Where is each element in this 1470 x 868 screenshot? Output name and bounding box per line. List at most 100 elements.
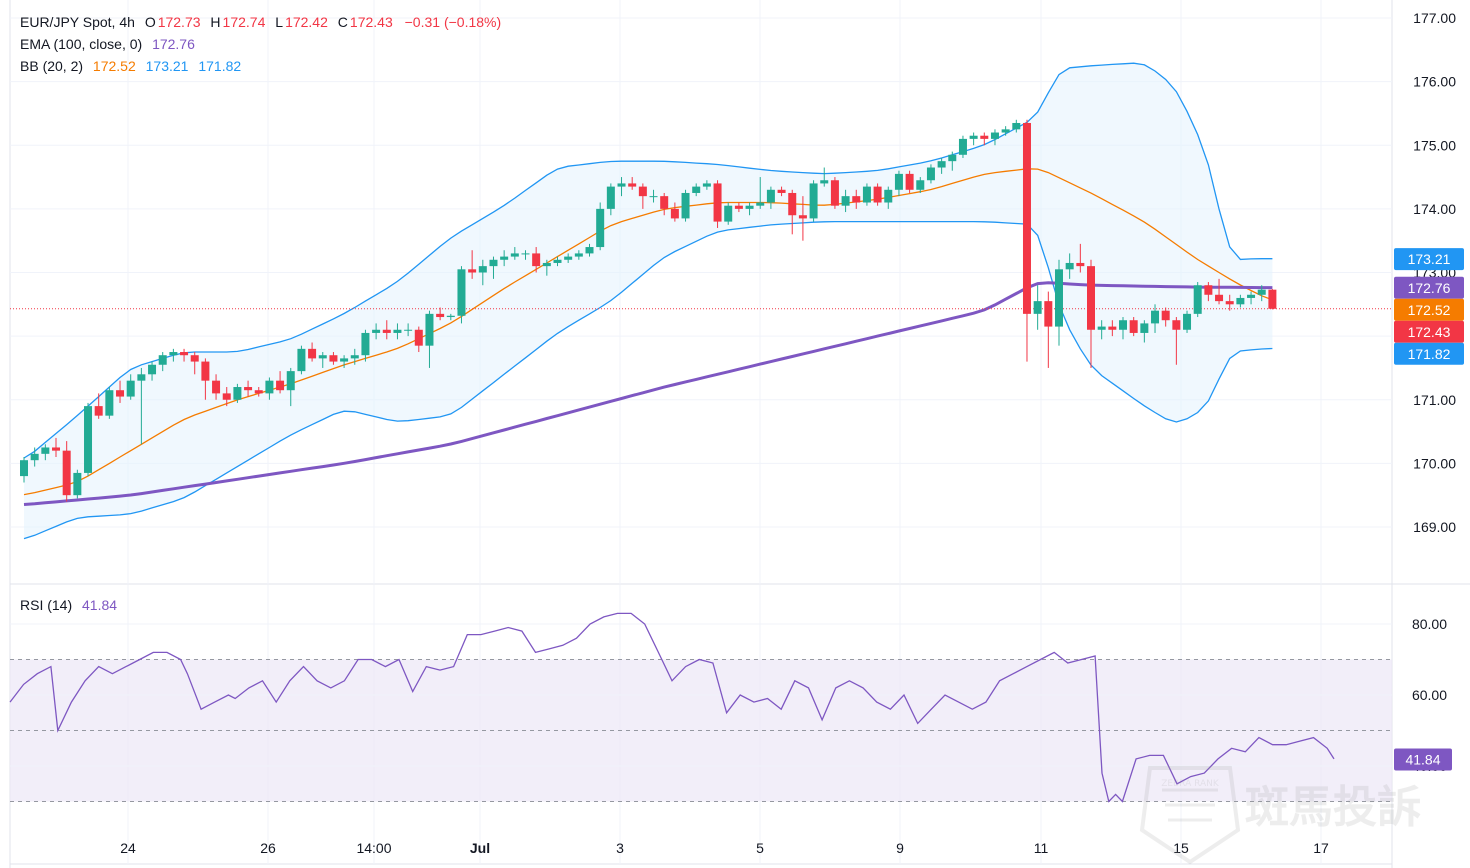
candle-body <box>436 313 445 318</box>
candle-body <box>553 259 562 263</box>
time-tick-label: 26 <box>260 840 276 856</box>
candle-body <box>948 154 957 162</box>
time-tick-label: Jul <box>470 840 490 856</box>
candle-body <box>201 361 210 381</box>
candle <box>788 189 797 235</box>
candle <box>297 345 306 375</box>
candle <box>276 371 285 394</box>
watermark-text: 斑馬投訴 <box>1245 782 1421 833</box>
bb-basis-value: 172.52 <box>92 58 136 74</box>
candle <box>638 183 647 209</box>
candle-body <box>1054 269 1063 327</box>
bb-upper-line <box>23 62 1273 459</box>
candle <box>734 202 743 213</box>
candle-body <box>681 192 690 219</box>
symbol-label[interactable]: EUR/JPY Spot, 4h <box>20 14 135 30</box>
candle <box>809 180 818 222</box>
candle <box>382 320 391 340</box>
price-badge-bb_lower: 171.82 <box>1394 342 1464 365</box>
candle-body <box>830 180 839 206</box>
bb-lower-value: 171.82 <box>198 58 242 74</box>
candle <box>361 329 370 362</box>
candle <box>1236 294 1245 308</box>
candle-body <box>222 393 231 400</box>
candle <box>628 177 637 190</box>
ema-legend[interactable]: EMA (100, close, 0) 172.76 <box>20 36 197 53</box>
candle-body <box>254 390 263 394</box>
bb-legend[interactable]: BB (20, 2) 172.52 173.21 171.82 <box>20 58 243 75</box>
rsi-legend[interactable]: RSI (14) 41.84 <box>20 597 119 614</box>
candle <box>1172 317 1181 365</box>
candle <box>585 243 594 257</box>
candle <box>233 383 242 403</box>
candle <box>94 393 103 419</box>
candle <box>478 259 487 286</box>
time-tick-label: 14:00 <box>356 840 391 856</box>
candle <box>158 352 167 372</box>
candle-body <box>745 205 754 209</box>
price-tick-label: 170.00 <box>1413 455 1456 471</box>
candle <box>777 186 786 197</box>
candle-body <box>1183 313 1192 330</box>
rsi-tick-label: 60.00 <box>1412 687 1447 703</box>
candle-body <box>852 196 861 203</box>
price-axis[interactable]: 169.00170.00171.00172.00173.00174.00175.… <box>1413 10 1456 535</box>
price-badge-bg <box>1394 342 1464 365</box>
rsi-value-badge: 41.84 <box>1394 748 1452 771</box>
candle-body <box>148 364 157 375</box>
rsi-tick-label: 80.00 <box>1412 616 1447 632</box>
candle-body <box>265 380 274 394</box>
price-badge-ema: 172.76 <box>1394 276 1464 299</box>
candle <box>489 256 498 279</box>
candle <box>724 202 733 225</box>
bb-fill <box>24 63 1273 539</box>
low-label: L <box>275 14 284 30</box>
candle-body <box>788 192 797 216</box>
candlestick-series <box>20 119 1277 502</box>
bollinger-bands <box>23 62 1273 540</box>
candle <box>41 444 50 461</box>
candle-body <box>62 450 71 496</box>
high-label: H <box>210 14 221 30</box>
time-tick-label: 9 <box>896 840 904 856</box>
candle-body <box>628 183 637 187</box>
candle <box>1225 294 1234 311</box>
time-tick-label: 15 <box>1173 840 1189 856</box>
candle <box>1151 304 1160 333</box>
candle-body <box>478 266 487 273</box>
candle <box>308 342 317 362</box>
candle <box>521 250 530 260</box>
candle <box>980 132 989 146</box>
watermark: ZEBRA RANK 斑馬投訴 <box>1139 766 1421 865</box>
candle-body <box>84 406 93 473</box>
candle <box>1268 289 1277 310</box>
candle <box>1065 253 1074 279</box>
candle-body <box>340 358 349 362</box>
candle-body <box>244 387 253 391</box>
candle-body <box>756 202 765 206</box>
price-badge-bg <box>1394 320 1464 343</box>
candle-body <box>649 196 658 198</box>
candle-body <box>670 208 679 219</box>
candle-body <box>692 186 701 193</box>
candle-body <box>1215 294 1224 302</box>
time-tick-label: 24 <box>120 840 136 856</box>
candle-body <box>617 183 626 187</box>
candle-body <box>574 253 583 257</box>
candle-body <box>468 269 477 273</box>
candle <box>254 387 263 397</box>
candle <box>884 186 893 209</box>
candle <box>73 469 82 499</box>
candle <box>1119 317 1128 340</box>
candle <box>553 256 562 267</box>
candle <box>990 129 999 146</box>
time-axis[interactable]: 24 26 14:00 Jul 3 5 9 11 15 17 <box>120 840 1329 856</box>
candle-body <box>1033 301 1042 314</box>
candle <box>265 377 274 400</box>
price-badge-label: 171.82 <box>1408 346 1451 362</box>
watermark-shield-icon: ZEBRA RANK <box>1139 766 1241 865</box>
candle <box>798 196 807 241</box>
candle-body <box>1268 289 1277 309</box>
